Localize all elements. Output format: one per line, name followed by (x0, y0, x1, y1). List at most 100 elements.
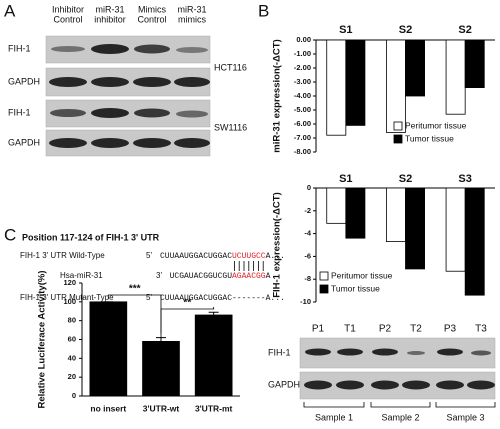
bands (304, 348, 495, 390)
y-tick-label: -5.00 (294, 105, 311, 114)
legend-key (393, 121, 403, 131)
sequence-site: AGAACGG (232, 272, 266, 281)
y-tick-label: 60 (68, 334, 76, 343)
charts: 0.00 -1.00 -2.00 -3.00 -4.00 -5.00 -6.00 -7.00 -… (37, 24, 495, 413)
bar (445, 39, 466, 115)
row-label: FIH-1 (8, 107, 31, 117)
y-tick-label: -7.00 (294, 133, 311, 142)
legend-label: Tumor tissue (405, 133, 454, 143)
y-tick-label: -4 (304, 229, 311, 238)
sequence-end: 5' (146, 293, 152, 302)
y-tick-label: -3.00 (294, 77, 311, 86)
sequence-label: Hsa-miR-31 (60, 271, 103, 280)
row-label: GAPDH (268, 379, 300, 389)
bar (345, 187, 366, 239)
bracket (303, 402, 365, 408)
bar (405, 187, 425, 270)
bar (345, 39, 366, 126)
column-label: Inhibitor (52, 4, 84, 14)
x-tick-label: S2 (399, 24, 412, 36)
x-tick-label: S2 (458, 24, 471, 36)
legend-label: Peritumor tissue (331, 270, 393, 280)
sequence-end: 5' (146, 251, 152, 260)
sequence-seq: UCGAUACGGUCGU (170, 272, 233, 281)
sequence-label: FIH-1 3' UTR Wild-Type (20, 251, 105, 260)
error-bar (208, 311, 219, 318)
column-label: mimics (178, 14, 206, 24)
lane-label: P1 (312, 324, 325, 335)
x-tick-label: S1 (339, 173, 352, 185)
sequence-seq: CUUAAUGGACUGGAC (160, 252, 232, 261)
column-label: Control (53, 14, 82, 24)
panel-label: C (4, 225, 16, 244)
cell-line: SW1116 (214, 122, 247, 132)
bar (464, 39, 485, 88)
bar (445, 187, 466, 272)
x-tick-label: 3'UTR-mt (195, 403, 233, 413)
panel-label: B (258, 1, 269, 20)
y-axis-label: miR-31 expression(-ΔCT) (272, 39, 283, 152)
cell-line: HCT116 (214, 62, 247, 72)
x-tick-label: S1 (339, 24, 352, 36)
lane-label: T2 (410, 324, 422, 335)
x-tick-label: S3 (458, 173, 471, 185)
column-label: Control (137, 14, 166, 24)
sequence-site: ------- (232, 294, 266, 303)
bar (326, 39, 347, 136)
y-tick-label: -4.00 (294, 91, 311, 100)
bar (386, 39, 406, 133)
lane-label: P2 (379, 324, 392, 335)
legend-label: Tumor tissue (331, 283, 380, 293)
lane-label: P3 (444, 324, 457, 335)
bracket (370, 402, 431, 408)
legend-key (319, 271, 329, 281)
column-label: miR-31 (95, 4, 124, 14)
column-label: miR-31 (177, 4, 206, 14)
y-tick-label: -8.00 (294, 147, 311, 156)
panel-label: A (4, 1, 16, 20)
y-axis-label: FIH-1 expression(-ΔCT) (272, 192, 283, 298)
sequence-site: UCUUGCC (232, 252, 266, 261)
sequence: FIH-1 3' UTR Wild-Type 5' CUUAAUGGACUGGAC U… (20, 251, 285, 303)
bar (386, 187, 406, 242)
sample-label: Sample 1 (315, 412, 353, 422)
column-label: inhibitor (94, 14, 126, 24)
sequence-end: 3' (156, 271, 162, 280)
legend-key (319, 284, 329, 294)
y-tick-label: -2.00 (294, 63, 311, 72)
sequence-label: FIH-1 3' UTR Mutant-Type (20, 293, 114, 302)
lane-label: T1 (344, 324, 356, 335)
bar (89, 301, 128, 397)
bands (49, 44, 210, 148)
significance-bracket (160, 307, 215, 339)
significance-label: ** (183, 298, 191, 309)
bar (326, 187, 347, 224)
x-tick-label: S2 (399, 173, 412, 185)
y-tick-label: -8 (304, 274, 311, 283)
y-tick-label: 40 (68, 353, 76, 362)
y-axis-label: Relative Luciferace Activity(%) (37, 271, 48, 409)
lane-labels: P1 T1 P2 T2 P3 T3 Sample 1 Sample 2 Sample 3 (303, 324, 496, 422)
sequence-seq: CUUAAUGGACUGGAC (160, 294, 232, 303)
significance-label: *** (129, 284, 141, 295)
row-label: FIH-1 (8, 43, 31, 53)
sequence-tail: A... (266, 294, 285, 303)
sample-label: Sample 3 (446, 412, 484, 422)
bar (464, 187, 485, 296)
sequence-tail: A (266, 272, 271, 281)
column-label: Mimics (138, 4, 166, 14)
y-tick-label: -10 (300, 297, 311, 306)
bar (142, 340, 180, 397)
y-tick-label: 0.00 (296, 35, 311, 44)
legend-key (393, 134, 403, 144)
row-label: GAPDH (8, 76, 40, 86)
y-tick-label: -1.00 (294, 49, 311, 58)
y-tick-label: 100 (63, 297, 76, 306)
y-tick-label: -6 (304, 251, 311, 260)
y-tick-label: 0 (72, 391, 76, 400)
sequence-title: Position 117-124 of FIH-1 3' UTR (22, 232, 160, 242)
y-tick-label: -6.00 (294, 119, 311, 128)
bar (194, 314, 233, 397)
sample-label: Sample 2 (381, 412, 419, 422)
